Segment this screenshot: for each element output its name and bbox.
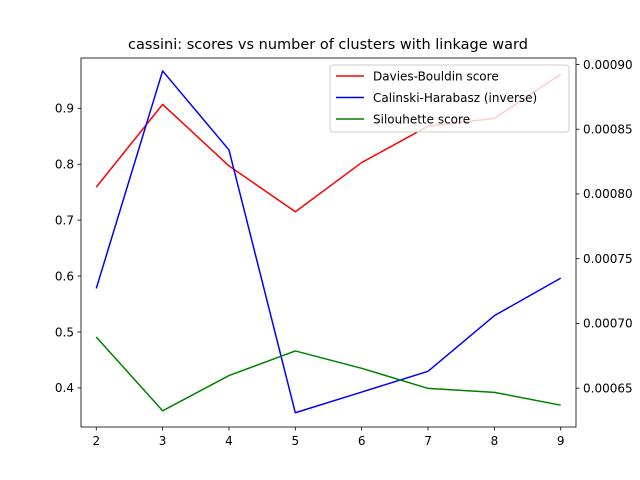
x-tick-label: 8 bbox=[491, 434, 499, 448]
x-tick-label: 4 bbox=[225, 434, 233, 448]
left-y-tick-label: 0.5 bbox=[55, 325, 74, 339]
x-tick-label: 5 bbox=[292, 434, 300, 448]
left-y-tick-label: 0.6 bbox=[55, 269, 74, 283]
right-y-tick-label: 0.00085 bbox=[583, 123, 633, 137]
plot-area: 2 3 4 5 6 7 8 9 0.4 0.5 0.6 0.7 0.8 0.9 0.00065 0.00070… bbox=[55, 57, 633, 448]
legend-label-1: Davies-Bouldin score bbox=[373, 69, 499, 83]
legend: Davies-Bouldin score Calinski-Harabasz (i… bbox=[329, 64, 570, 133]
legend-label-3: Silouhette score bbox=[373, 112, 470, 126]
x-tick-label: 2 bbox=[92, 434, 100, 448]
left-y-tick-label: 0.9 bbox=[55, 102, 74, 116]
left-y-tick-label: 0.7 bbox=[55, 213, 74, 227]
x-tick-label: 7 bbox=[424, 434, 432, 448]
right-y-tick-label: 0.00075 bbox=[583, 252, 633, 266]
left-y-tick-label: 0.4 bbox=[55, 381, 74, 395]
x-tick-label: 6 bbox=[358, 434, 366, 448]
right-y-tick-label: 0.00090 bbox=[583, 58, 633, 72]
left-y-tick-label: 0.8 bbox=[55, 158, 74, 172]
series-line-2 bbox=[95, 70, 562, 414]
legend-box bbox=[329, 64, 570, 133]
axes-frame bbox=[80, 57, 577, 428]
right-y-tick-label: 0.00080 bbox=[583, 187, 633, 201]
series-line-3 bbox=[95, 336, 561, 412]
legend-label-2: Calinski-Harabasz (inverse) bbox=[373, 91, 537, 105]
x-tick-label: 3 bbox=[159, 434, 167, 448]
right-y-tick-label: 0.00065 bbox=[583, 381, 633, 395]
x-tick-label: 9 bbox=[557, 434, 565, 448]
chart-title: cassini: scores vs number of clusters wi… bbox=[128, 37, 528, 53]
right-y-tick-label: 0.00070 bbox=[583, 317, 633, 331]
